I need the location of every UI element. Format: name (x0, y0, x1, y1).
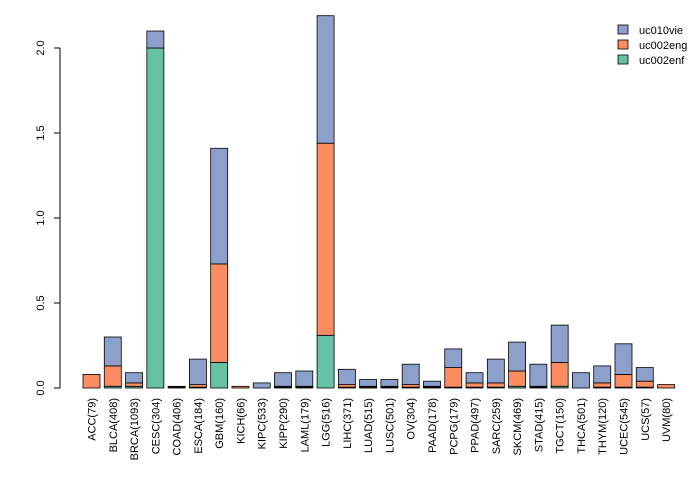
legend-swatch-uc010vie (617, 24, 629, 35)
bar-uc002eng-11 (316, 142, 335, 336)
bar-uc010vie-5 (188, 358, 207, 386)
y-tick-label: 1.5 (35, 125, 47, 140)
x-tick-label: OV(304) (406, 398, 418, 440)
y-tick-label: 2.0 (35, 40, 47, 55)
bar-uc002eng-19 (486, 382, 505, 388)
x-tick-label: THYM(120) (597, 398, 609, 455)
bar-uc010vie-25 (614, 343, 633, 375)
x-tick-label: ACC(79) (87, 398, 99, 441)
x-tick-label: LIHC(371) (342, 398, 354, 449)
legend-label-uc002enf: uc002enf (639, 55, 685, 67)
legend-label-uc010vie: uc010vie (639, 25, 683, 37)
x-tick-label: COAD(406) (172, 398, 184, 455)
bar-uc010vie-6 (210, 147, 229, 265)
bar-uc002eng-24 (593, 382, 612, 388)
x-tick-label: SKCM(469) (512, 398, 524, 455)
y-tick-label: 0.5 (35, 295, 47, 310)
bar-uc010vie-13 (359, 379, 378, 387)
bar-uc010vie-9 (274, 372, 292, 387)
bar-uc002eng-27 (657, 384, 675, 389)
bar-uc002eng-20 (508, 370, 527, 387)
legend-label-uc002eng: uc002eng (639, 40, 687, 52)
y-tick-label: 0.0 (35, 380, 47, 395)
x-tick-label: PCPG(179) (448, 398, 460, 455)
bar-uc010vie-4 (167, 385, 186, 388)
x-tick-label: KIPP(290) (278, 398, 290, 449)
bar-uc010vie-20 (508, 341, 527, 372)
bar-uc002eng-18 (465, 382, 484, 388)
x-tick-label: THCA(501) (576, 398, 588, 454)
bar-uc002eng-6 (210, 263, 229, 363)
x-tick-label: ESCA(184) (193, 398, 205, 454)
bar-uc010vie-12 (337, 368, 356, 385)
bar-uc010vie-1 (103, 336, 122, 367)
bar-uc002eng-2 (125, 382, 143, 387)
x-tick-labels: ACC(79) BLCA(408) BRCA(1093) CESC(304) COAD(… (87, 398, 674, 460)
bar-uc002enf-6 (210, 362, 229, 389)
bar-uc002eng-1 (103, 365, 122, 387)
x-tick-label: BLCA(408) (108, 398, 120, 452)
bars (82, 15, 675, 389)
bar-uc002eng-26 (635, 380, 654, 388)
x-tick-label: BRCA(1093) (129, 398, 141, 460)
x-tick-label: LGG(516) (321, 398, 333, 447)
bar-uc002eng-0 (82, 373, 101, 389)
legend-swatch-uc002eng (617, 39, 629, 50)
x-tick-label: PAAD(178) (427, 398, 439, 453)
legend-swatch-uc002enf (617, 54, 629, 65)
y-axis: 0.0 0.5 1.0 1.5 2.0 (35, 40, 61, 396)
bar-uc010vie-26 (635, 367, 654, 382)
x-tick-label: LAML(179) (299, 398, 311, 452)
bar-uc002eng-25 (614, 373, 633, 388)
bar-uc002eng-7 (231, 385, 250, 389)
bar-uc010vie-22 (550, 324, 569, 363)
bar-uc002enf-3 (146, 47, 165, 389)
bar-uc010vie-24 (593, 365, 612, 384)
bar-uc010vie-21 (529, 363, 548, 387)
x-tick-label: UCEC(545) (619, 398, 631, 455)
x-tick-label: UCS(57) (640, 398, 652, 441)
bar-uc010vie-2 (125, 372, 143, 384)
x-tick-label: GBM(160) (214, 398, 226, 449)
x-tick-label: PPAD(497) (470, 398, 482, 453)
bar-uc002enf-11 (316, 334, 335, 389)
bar-uc002eng-17 (444, 367, 463, 388)
x-tick-label: STAD(415) (533, 398, 545, 452)
x-tick-label: LUAD(515) (363, 398, 375, 453)
x-tick-label: UVM(80) (661, 398, 673, 442)
x-tick-label: KICH(66) (235, 398, 247, 444)
bar-uc010vie-11 (316, 15, 335, 144)
bar-uc010vie-17 (444, 348, 463, 368)
x-tick-label: KIPC(533) (257, 398, 269, 449)
bar-uc010vie-18 (465, 372, 484, 384)
bar-uc010vie-19 (486, 358, 505, 384)
bar-uc010vie-10 (295, 370, 314, 387)
x-tick-label: LUSC(501) (384, 398, 396, 453)
bar-uc002eng-22 (550, 362, 569, 387)
bar-uc010vie-8 (252, 382, 271, 389)
bar-uc010vie-16 (423, 380, 441, 387)
bar-uc010vie-14 (380, 379, 399, 387)
x-tick-label: CESC(304) (150, 398, 162, 454)
legend: uc010vie uc002eng uc002enf (617, 24, 687, 67)
y-tick-label: 1.0 (35, 210, 47, 225)
bar-uc010vie-23 (572, 372, 590, 389)
x-tick-label: TGCT(150) (555, 398, 567, 454)
bar-uc010vie-3 (146, 30, 165, 49)
x-tick-label: SARC(259) (491, 398, 503, 454)
bar-uc010vie-15 (401, 363, 420, 386)
